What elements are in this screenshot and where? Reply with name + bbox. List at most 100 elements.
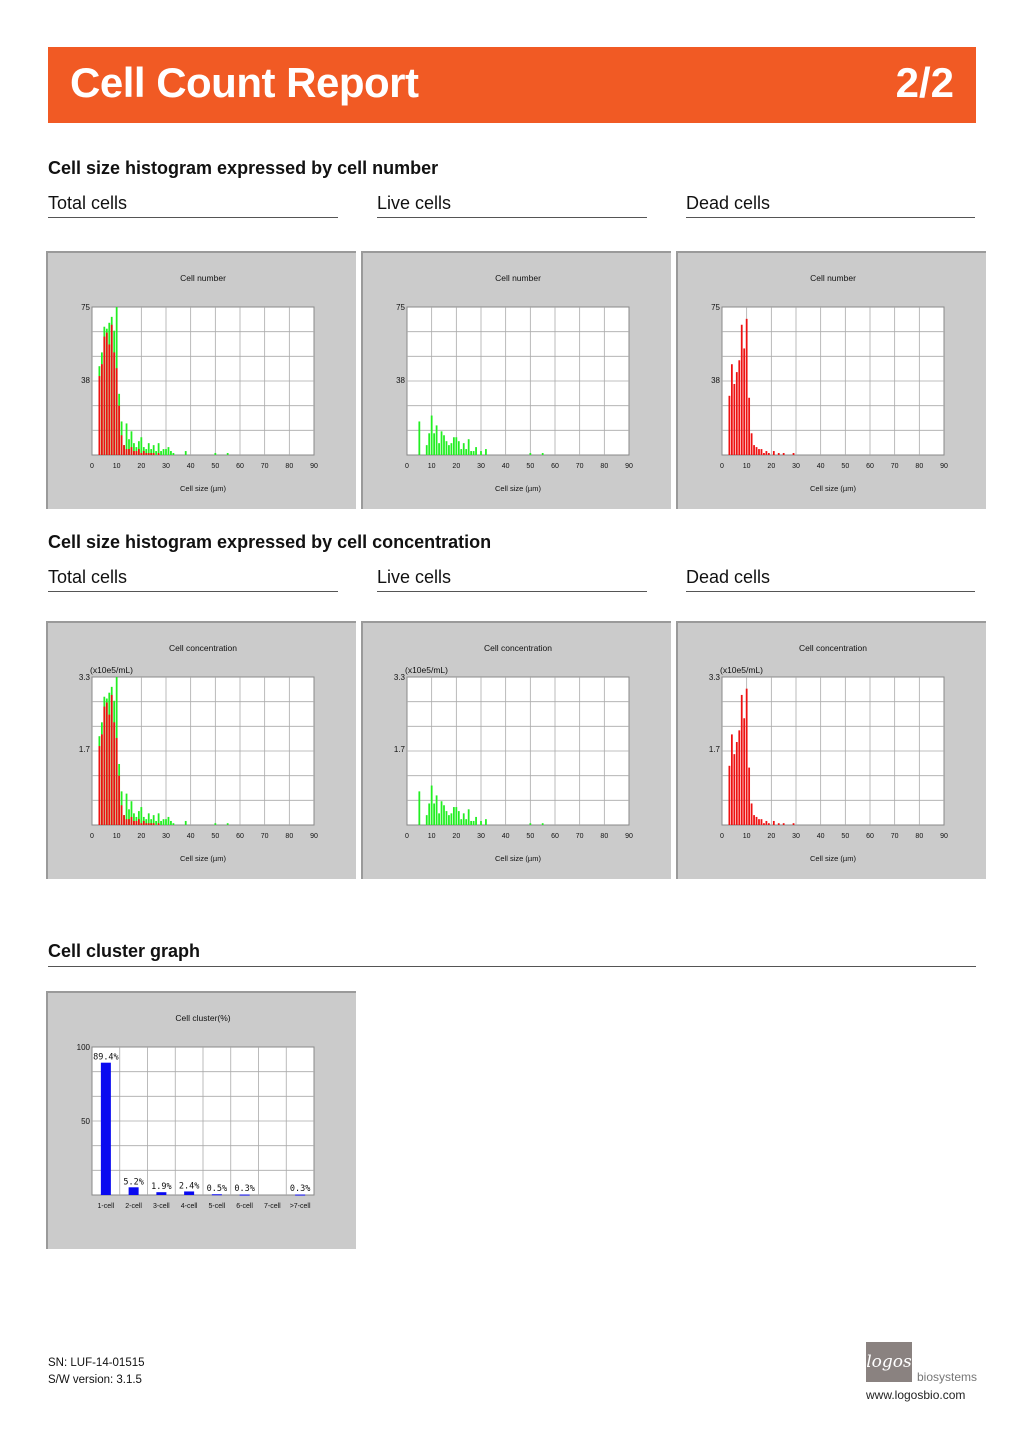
- dead-bar: [758, 819, 760, 825]
- data-label: 0.3%: [234, 1184, 254, 1194]
- live-bar: [157, 813, 160, 825]
- live-bar: [147, 813, 150, 825]
- live-bar: [137, 811, 140, 825]
- dead-bar: [157, 823, 160, 825]
- dead-bar: [147, 453, 150, 455]
- x-tick-label: 0: [405, 463, 409, 470]
- x-tick-label: 3-cell: [153, 1203, 170, 1210]
- x-tick-label: 30: [792, 463, 800, 470]
- x-tick-label: 90: [310, 833, 318, 840]
- dead-bar: [145, 453, 148, 455]
- dead-bar: [150, 453, 153, 455]
- live-bar: [133, 813, 135, 825]
- live-bar: [450, 443, 453, 455]
- data-label: 0.5%: [207, 1184, 227, 1194]
- live-bar: [170, 820, 172, 825]
- live-bar: [462, 813, 465, 825]
- live-bar: [541, 453, 544, 455]
- dead-bar: [140, 453, 143, 455]
- chart-concentration-dead: Cell concentration (x10e5/mL) 1.7 3.3 0 10 20 3…: [676, 621, 986, 879]
- dead-bar: [123, 815, 125, 825]
- x-tick-label: 20: [767, 833, 775, 840]
- x-tick-label: 30: [162, 463, 170, 470]
- y-tick-label: 1.7: [79, 745, 91, 754]
- live-bar: [440, 431, 443, 455]
- live-bar: [438, 813, 440, 825]
- dead-bar: [125, 449, 128, 455]
- x-tick-label: 10: [428, 463, 436, 470]
- dead-bar: [135, 451, 138, 455]
- y-tick-label: 3.3: [79, 673, 91, 682]
- live-bar: [214, 453, 217, 455]
- x-tick-label: 90: [940, 833, 948, 840]
- x-tick-label: 70: [891, 833, 899, 840]
- dead-bar: [750, 433, 753, 455]
- x-axis-label: Cell size (µm): [810, 854, 856, 863]
- x-tick-label: 60: [866, 463, 874, 470]
- x-tick-label: 50: [211, 463, 219, 470]
- live-bar: [125, 793, 128, 825]
- live-bar: [184, 451, 187, 455]
- live-bar: [433, 803, 436, 825]
- dead-bar: [782, 823, 785, 825]
- cluster-bar: [128, 1187, 139, 1195]
- live-bar: [145, 449, 148, 455]
- x-tick-label: 60: [236, 463, 244, 470]
- dead-bar: [103, 336, 106, 455]
- live-bar: [128, 809, 130, 825]
- x-tick-label: 50: [526, 463, 534, 470]
- cluster-bar: [100, 1062, 111, 1195]
- dead-bar: [98, 376, 101, 455]
- x-tick-label: 40: [187, 833, 195, 840]
- dead-bar: [782, 453, 785, 455]
- live-bar: [472, 820, 475, 825]
- live-bar: [467, 439, 470, 455]
- data-label: 2.4%: [179, 1181, 199, 1191]
- dead-bar: [137, 449, 140, 455]
- x-tick-label: 5-cell: [209, 1203, 226, 1210]
- x-tick-label: 70: [261, 463, 269, 470]
- dead-bar: [733, 754, 736, 825]
- x-tick-label: >7-cell: [290, 1203, 311, 1210]
- x-tick-label: 70: [261, 833, 269, 840]
- x-tick-label: 90: [940, 463, 948, 470]
- x-tick-label: 20: [767, 463, 775, 470]
- chart-number-dead: Cell number 38 75 0 10 20 30 40 50 60 70 80 90 Cell s…: [676, 251, 986, 509]
- section-title-cluster: Cell cluster graph: [48, 941, 201, 961]
- dead-bar: [740, 694, 743, 825]
- x-tick-label: 70: [891, 463, 899, 470]
- live-bar: [172, 453, 175, 455]
- dead-bar: [733, 383, 736, 455]
- dead-bar: [743, 348, 746, 455]
- chart-title: Cell number: [810, 273, 856, 283]
- live-bar: [133, 443, 135, 455]
- dead-bar: [120, 435, 123, 455]
- x-tick-label: 60: [866, 833, 874, 840]
- live-bar: [460, 819, 463, 825]
- live-bar: [455, 437, 458, 455]
- live-bar: [443, 435, 445, 455]
- data-label: 0.3%: [290, 1184, 310, 1194]
- live-bar: [443, 805, 445, 825]
- chart-number-total: Cell number 38 75 0 10 20 30 40 50 60 70 80 90 Cell s…: [46, 251, 356, 509]
- live-bar: [433, 433, 436, 455]
- cluster-bar: [184, 1191, 195, 1195]
- subtitle-live-concentration: Live cells: [377, 567, 647, 592]
- live-bar: [485, 819, 487, 825]
- dead-bar: [133, 820, 135, 825]
- y-tick-label: 100: [77, 1043, 91, 1052]
- x-tick-label: 40: [502, 463, 510, 470]
- dead-bar: [730, 364, 733, 455]
- dead-bar: [120, 805, 123, 825]
- x-tick-label: 40: [817, 463, 825, 470]
- x-tick-label: 20: [452, 833, 460, 840]
- y-tick-label: 50: [81, 1117, 90, 1126]
- dead-bar: [98, 746, 101, 825]
- x-tick-label: 1-cell: [98, 1203, 115, 1210]
- dead-bar: [108, 344, 111, 455]
- dead-bar: [748, 767, 751, 825]
- dead-bar: [105, 702, 108, 825]
- x-tick-label: 80: [915, 463, 923, 470]
- x-axis-label: Cell size (µm): [495, 484, 541, 493]
- dead-bar: [753, 815, 755, 825]
